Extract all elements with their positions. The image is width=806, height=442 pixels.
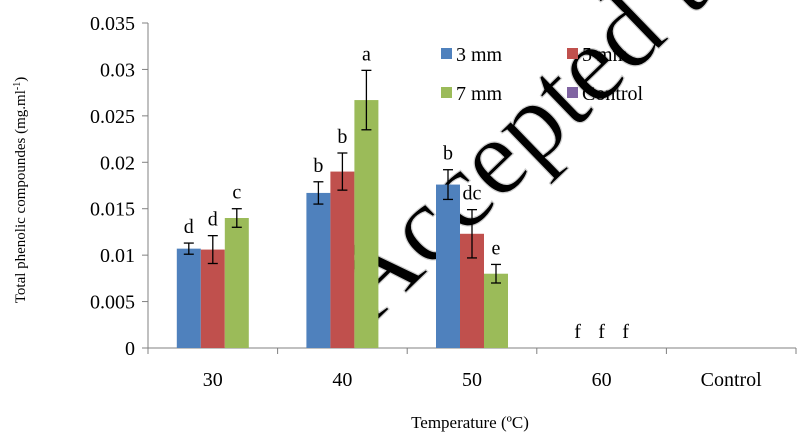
legend-label: Control xyxy=(582,83,644,105)
bar xyxy=(306,192,331,348)
legend-label: 3 mm xyxy=(456,44,503,66)
legend-swatch xyxy=(567,87,578,98)
y-tick-label: 0.025 xyxy=(90,106,135,128)
legend-label: 7 mm xyxy=(456,83,503,105)
y-tick-label: 0 xyxy=(125,338,135,360)
watermark: Accepted to Online xyxy=(303,0,806,344)
legend-swatch xyxy=(567,48,578,59)
significance-label: d xyxy=(208,209,218,231)
y-tick-label: 0.03 xyxy=(100,59,135,81)
bar xyxy=(200,249,225,348)
significance-label: f xyxy=(622,321,629,343)
significance-label: a xyxy=(362,43,371,65)
x-axis-title: Temperature (ºC) xyxy=(411,413,529,432)
significance-label: d xyxy=(184,216,194,238)
legend-swatch xyxy=(441,87,452,98)
x-tick-label: Control xyxy=(701,369,763,391)
significance-label: b xyxy=(443,143,453,165)
significance-label: c xyxy=(232,182,241,204)
bar xyxy=(330,171,355,348)
bar xyxy=(224,218,249,348)
bar xyxy=(176,248,201,348)
y-axis-title: Total phenolic compoundes (mg.ml-1) xyxy=(12,77,29,303)
x-tick-label: 30 xyxy=(203,369,223,391)
y-tick-label: 0.035 xyxy=(90,13,135,35)
x-tick-label: 60 xyxy=(592,369,612,391)
significance-label: dc xyxy=(463,183,482,205)
significance-label: b xyxy=(337,126,347,148)
significance-label: e xyxy=(492,237,501,259)
legend: 3 mm 5 mm 7 mm Control xyxy=(441,44,644,105)
y-tick-label: 0.01 xyxy=(100,245,135,267)
bar xyxy=(354,100,379,348)
axes: 0 0.005 0.01 0.015 0.02 0.025 0.03 0.035 30 40 50 6… xyxy=(90,13,797,391)
bar xyxy=(484,273,508,348)
y-tick-label: 0.015 xyxy=(90,199,135,221)
legend-label: 5 mm xyxy=(582,44,629,66)
significance-label: f xyxy=(574,321,581,343)
significance-label: f xyxy=(598,321,605,343)
x-tick-label: 50 xyxy=(462,369,482,391)
y-tick-label: 0.005 xyxy=(90,292,135,314)
significance-label: b xyxy=(313,155,323,177)
watermark-text: Accepted to Online xyxy=(303,0,806,344)
x-tick-label: 40 xyxy=(332,369,352,391)
y-tick-label: 0.02 xyxy=(100,152,135,174)
legend-swatch xyxy=(441,48,452,59)
bar xyxy=(436,184,460,348)
